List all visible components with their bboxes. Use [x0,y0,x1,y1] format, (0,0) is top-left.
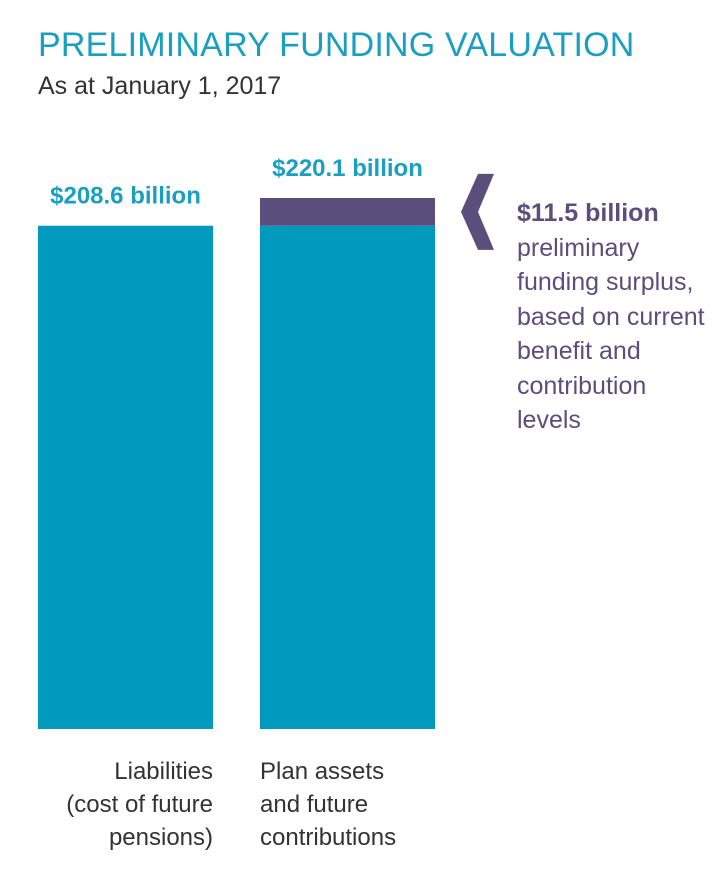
category-label-liabilities: Liabilities (cost of future pensions) [20,755,213,854]
category-label-line: Plan assets [260,758,385,785]
bar-value-label: $208.6 billion [50,183,201,210]
chart-subtitle: As at January 1, 2017 [38,72,282,100]
category-label-plan-assets: Plan assets and future contributions [260,755,460,854]
bar-value-label: $220.1 billion [272,155,423,182]
category-label-line: contributions [260,824,397,851]
surplus-amount: $11.5 billion [517,199,659,227]
bar-segment-base [38,225,213,729]
category-label-line: (cost of future [66,791,213,818]
surplus-annotation: $11.5 billion preliminary funding surplu… [517,196,707,438]
chevron-left-icon [461,173,494,250]
category-label-line: and future [260,791,369,818]
category-label-line: Liabilities [114,758,213,785]
bar-segment-base [260,225,435,729]
bar-segment-surplus [260,198,435,226]
chart-title: PRELIMINARY FUNDING VALUATION [38,26,635,64]
surplus-description: preliminary funding surplus, based on cu… [517,233,705,435]
category-label-line: pensions) [108,824,213,851]
